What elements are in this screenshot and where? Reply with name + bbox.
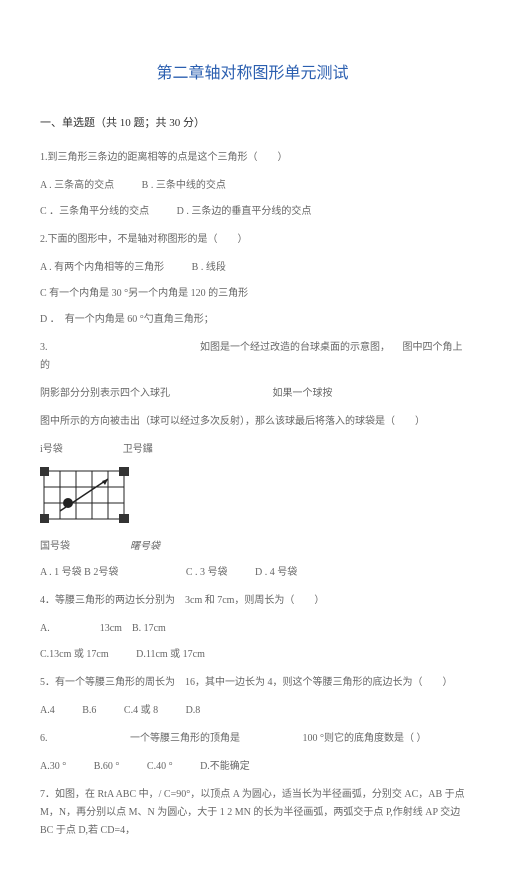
q6-opt-c: C.40 °: [147, 758, 173, 776]
q3-opt-a: A . 1 号袋 B 2号袋: [40, 564, 118, 582]
q2-opt-c: C 有一个内角是 30 °另一个内角是 120 的三角形: [40, 288, 248, 299]
q2-opt-a: A . 有两个内角相等的三角形: [40, 259, 164, 277]
q6-text1: 6.: [40, 733, 48, 744]
q5-opt-b: B.6: [82, 702, 96, 720]
q6-opt-b: B.60 °: [94, 758, 120, 776]
q2-opt-d: D ． 有一个内角是 60 °勺直角三角形；: [40, 314, 214, 325]
q3-label-top1: i号袋: [40, 441, 63, 459]
billiard-diagram: [40, 467, 465, 531]
q3-opt-d: D . 4 号袋: [255, 564, 297, 582]
q5-text: 5．有一个等腰三角形的周长为 16，其中一边长为 4，则这个等腰三角形的底边长为…: [40, 674, 465, 692]
q1-opt-b: B . 三条中线的交点: [142, 177, 226, 195]
q3-label-bot2: 曙号袋: [130, 538, 160, 556]
q3-label-bot1: 国号袋: [40, 538, 70, 556]
q1-opt-c: C ．三条角平分线的交点: [40, 203, 149, 221]
q1-opt-a: A . 三条高的交点: [40, 177, 114, 195]
q3-text5: 如果一个球按: [273, 388, 333, 399]
q3-text6: 图中所示的方向被击出（球可以经过多次反射），那么该球最后将落入的球袋是（ ）: [40, 413, 465, 431]
q1-text: 1.到三角形三条边的距离相等的点是这个三角形（ ）: [40, 149, 465, 167]
q5-opt-c: C.4 或 8: [124, 702, 158, 720]
q3-label-top2: 卫号鑼: [123, 441, 153, 459]
q1-opt-d: D . 三条边的垂直平分线的交点: [177, 203, 312, 221]
q6-text2: 一个等腰三角形的顶角是: [130, 733, 240, 744]
q6-opt-a: A.30 °: [40, 758, 66, 776]
q4-opt-a: A. 13cm B. 17cm: [40, 620, 166, 638]
q3-text1: 3.: [40, 342, 48, 353]
q3-text2: 如图是一个经过改造的台球桌面的示意图，: [200, 342, 390, 353]
section-header: 一、单选题（共 10 题；共 30 分）: [40, 114, 465, 134]
q4-opt-d: D.11cm 或 17cm: [136, 646, 205, 664]
q5-opt-d: D.8: [186, 702, 201, 720]
q5-opt-a: A.4: [40, 702, 55, 720]
q2-opt-b: B . 线段: [192, 259, 226, 277]
q4-text: 4．等腰三角形的两边长分别为 3cm 和 7cm，则周长为（ ）: [40, 592, 465, 610]
q6-opt-d: D.不能确定: [200, 758, 250, 776]
q6-text3: 100 °则它的底角度数是（ ）: [303, 733, 427, 744]
q4-opt-c: C.13cm 或 17cm: [40, 646, 109, 664]
q7-text: 7．如图，在 RtA ABC 中，/ C=90°，以顶点 A 为圆心，适当长为半…: [40, 786, 465, 840]
q3-text4: 阴影部分分别表示四个入球孔: [40, 388, 170, 399]
q2-text: 2.下面的图形中，不是轴对称图形的是（ ）: [40, 231, 465, 249]
page-title: 第二章轴对称图形单元测试: [40, 60, 465, 89]
q3-opt-c: C . 3 号袋: [186, 564, 228, 582]
